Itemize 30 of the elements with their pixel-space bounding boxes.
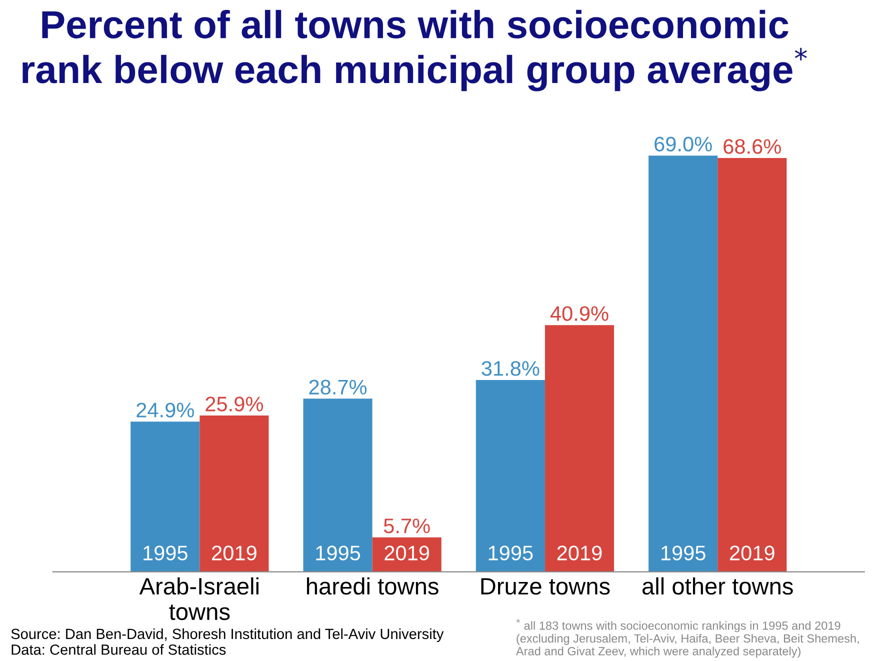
- data-label: 25.9%: [206, 396, 263, 412]
- text: 1995: [316, 546, 360, 560]
- x-tick-label: Arab-Israeli towns: [139, 577, 258, 620]
- x-tick-label: Druze towns: [481, 578, 610, 595]
- data-label: 68.6%: [724, 139, 781, 154]
- data-label: 5.7%: [384, 518, 430, 534]
- data-label: 31.8%: [482, 361, 540, 376]
- chart-title: Percent of all towns with socioeconomic rank below each municipal group average$^{*}$: [22, 10, 807, 92]
- text: 2019: [557, 546, 602, 560]
- text: 2019: [730, 546, 774, 560]
- text: 2019: [212, 546, 256, 560]
- bar: [476, 380, 545, 572]
- x-tick-label: all other towns: [642, 577, 793, 595]
- bar: [130, 422, 200, 572]
- bar: [648, 156, 718, 572]
- data-label: 28.7%: [309, 380, 367, 395]
- data-label: 24.9%: [136, 402, 194, 418]
- bar: [718, 158, 787, 572]
- text: 1995: [662, 546, 706, 560]
- text: $^{*}$ all 183 towns with socioeconomic rankings in 1995 and 2019 (excluding Jerusalem, Tel-Aviv, Haifa, Beer Sheva, Beit Shemesh, Arad and Givat Zeev, which were analyzed separately): [516, 619, 859, 658]
- bar: [544, 325, 614, 572]
- source-note: Source: Dan Ben-David, Shoresh Institution and Tel-Aviv University Data: Central Bureau of Statistics: [11, 628, 444, 655]
- data-label: 69.0%: [654, 136, 712, 152]
- series-label: 1995: [144, 546, 188, 560]
- x-tick-label: haredi towns: [307, 577, 438, 595]
- text: 1995: [488, 546, 533, 560]
- bar: [200, 416, 269, 572]
- bar: [303, 398, 372, 572]
- data-label: 40.9%: [550, 306, 608, 321]
- series-label: 2019: [384, 546, 430, 560]
